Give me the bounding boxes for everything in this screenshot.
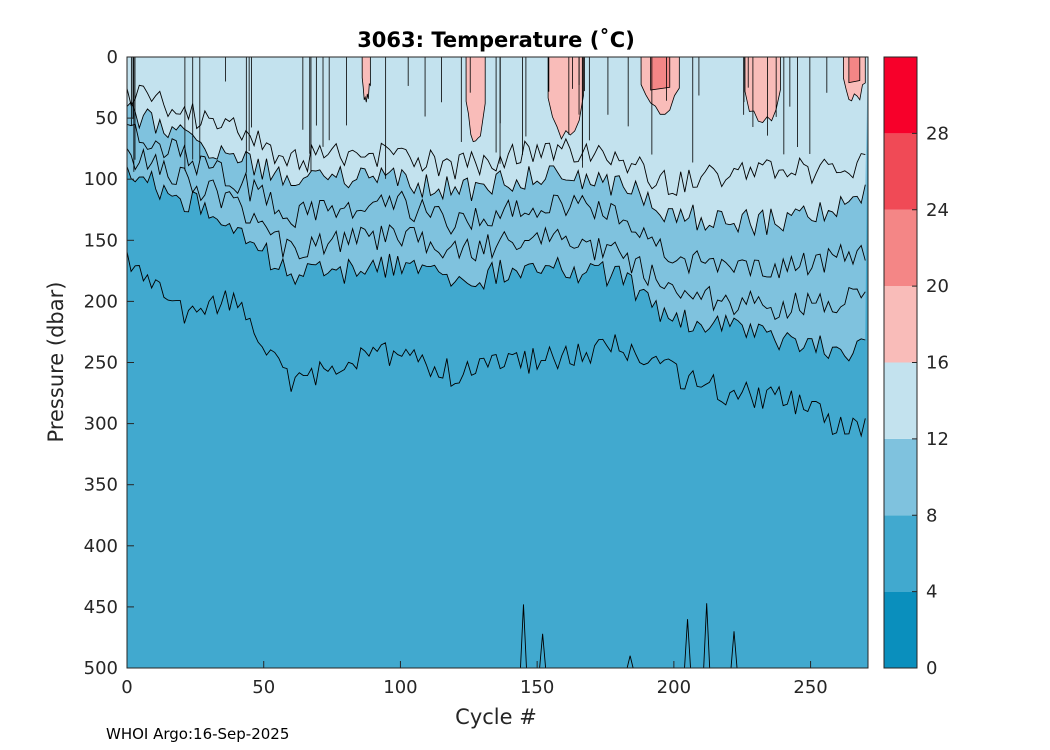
isotherm-12C: [126, 123, 866, 279]
y-tick-label: 450: [84, 597, 118, 618]
deep-spike-2: [539, 633, 547, 669]
deep-spike-5: [703, 603, 711, 669]
isotherm-11C: [126, 147, 866, 320]
colorbar-tick-label: 0: [926, 658, 937, 679]
deep-spike-6: [730, 631, 738, 669]
isotherm-14C: [126, 84, 866, 196]
colorbar-tick-label: 20: [926, 276, 949, 297]
colorbar-tick-label: 12: [926, 429, 949, 450]
colorbar-swatch-8-12: [884, 438, 917, 516]
y-axis-label: Pressure (dbar): [44, 282, 68, 443]
y-tick-label: 0: [107, 47, 118, 68]
y-tick-label: 50: [95, 108, 118, 129]
warm-core-4: [650, 56, 671, 91]
y-tick-label: 100: [84, 169, 118, 190]
y-axis: 0 50 100 150 200 250 300 350 400 450 500: [84, 47, 134, 679]
contour-lines: [126, 57, 866, 669]
isotherm-10C: [126, 166, 866, 362]
deep-spike-4: [684, 619, 691, 669]
colorbar-tick-label: 16: [926, 353, 949, 374]
colorbar-tick-label: 24: [926, 200, 949, 221]
y-tick-label: 300: [84, 414, 118, 435]
warm-core-6: [848, 56, 861, 84]
colorbar-swatch-28-32: [884, 57, 917, 134]
colorbar-swatch-0-4: [884, 591, 917, 668]
colorbar-swatch-16-20: [884, 286, 917, 363]
colorbar-tick-label: 8: [926, 505, 937, 526]
deep-spike-1: [520, 604, 527, 669]
colorbar-swatch-4-8: [884, 515, 917, 592]
x-tick-label: 150: [520, 677, 554, 698]
x-tick-label: 250: [793, 677, 827, 698]
warm-patch-3: [547, 56, 585, 140]
warm-patch-1: [361, 56, 371, 103]
contour-bands: [127, 57, 868, 668]
band-above-14C: [127, 57, 868, 196]
y-tick-label: 250: [84, 353, 118, 374]
colorbar-tick-label: 28: [926, 123, 949, 144]
colorbar-tick-label: 4: [926, 582, 937, 603]
x-axis-label: Cycle #: [455, 705, 537, 729]
colorbar-swatch-20-24: [884, 209, 917, 287]
y-tick-label: 400: [84, 536, 118, 557]
y-tick-label: 200: [84, 291, 118, 312]
x-tick-label: 0: [121, 677, 132, 698]
y-tick-label: 150: [84, 230, 118, 251]
footer-credit: WHOI Argo:16-Sep-2025: [106, 725, 290, 743]
isotherm-8C: [126, 251, 866, 438]
x-tick-label: 200: [657, 677, 691, 698]
colorbar: 0 4 8 12 16 20 24 28: [883, 56, 949, 679]
x-tick-label: 50: [252, 677, 275, 698]
y-tick-label: 500: [84, 658, 118, 679]
x-axis: 0 50 100 150 200 250: [121, 661, 828, 698]
isotherm-13C: [126, 101, 866, 237]
chart-title: 3063: Temperature (˚C): [357, 28, 635, 52]
y-tick-label: 350: [84, 475, 118, 496]
plot-area: [126, 56, 869, 669]
warm-patch-5: [744, 56, 781, 123]
warm-patches: [361, 56, 866, 143]
colorbar-swatch-12-16: [884, 362, 917, 439]
deep-spike-3: [626, 655, 634, 669]
x-tick-label: 100: [383, 677, 417, 698]
warm-patch-2: [465, 56, 486, 143]
colorbar-swatch-24-28: [884, 133, 917, 210]
